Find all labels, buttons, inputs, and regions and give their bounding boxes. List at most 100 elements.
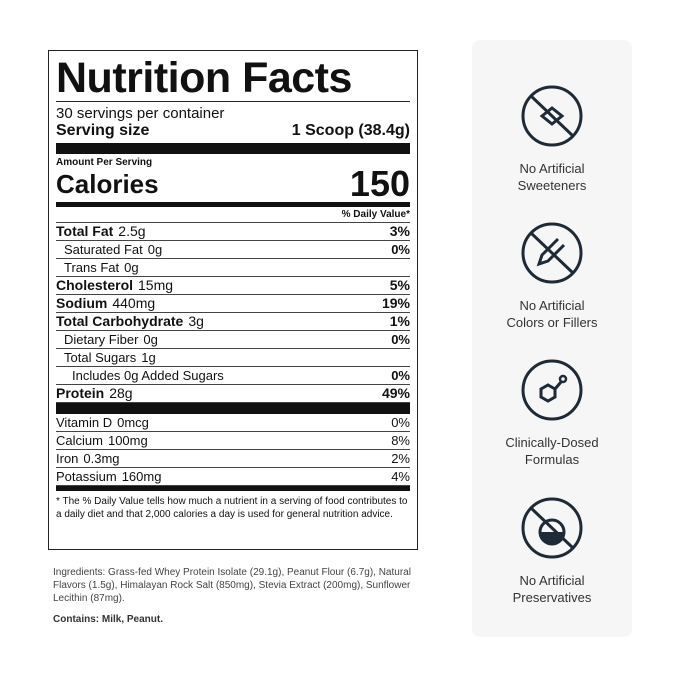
icon-no-colors <box>521 222 583 284</box>
feature: Clinically-Dosed Formulas <box>472 358 632 468</box>
nutrient-amount: 28g <box>109 385 133 401</box>
vitamin-name: Vitamin D <box>56 415 113 430</box>
vitamin-name: Potassium <box>56 469 117 484</box>
vitamin-dv: 8% <box>391 433 410 448</box>
servings-line: 30 servings per container <box>56 105 410 122</box>
nutrient-dv: 0% <box>391 332 410 347</box>
icon-formula <box>521 359 583 421</box>
nutrient: Total Fat 2.5g <box>56 223 146 240</box>
vitamin-amount: 0mcg <box>117 415 149 430</box>
vitamin-row: Calcium 100mg 8% <box>56 432 410 450</box>
nutrient: Saturated Fat 0g <box>56 241 162 258</box>
nutrient-dv: 49% <box>381 385 410 401</box>
nutrient-name: Total Sugars <box>64 350 137 365</box>
calories: 150 <box>349 163 410 204</box>
nutrient-row: Trans Fat 0g <box>56 259 410 277</box>
divider <box>56 202 410 207</box>
nutrient: Sodium 440mg <box>56 295 155 312</box>
vitamin: Vitamin D 0mcg <box>56 414 149 431</box>
nutrient-dv: 0% <box>391 242 410 257</box>
nutrient-name: Trans Fat <box>64 260 120 275</box>
nutrient-row: Protein 28g 49% <box>56 385 410 403</box>
vitamin-name: Calcium <box>56 433 103 448</box>
nutrient: Trans Fat 0g <box>56 259 139 276</box>
nutrient-name: Dietary Fiber <box>64 332 139 347</box>
nutrient-name: Protein <box>56 385 105 401</box>
nutrient-name: Saturated Fat <box>64 242 143 257</box>
nutrient: Protein 28g <box>56 385 133 402</box>
vitamin-dv: 2% <box>391 451 410 466</box>
calories-label: Calories <box>56 169 159 199</box>
nutrient-name: Total Fat <box>56 223 114 239</box>
divider <box>56 143 410 154</box>
nutrient-amount: 0g <box>124 260 139 275</box>
nutrient-row: Total Carbohydrate 3g 1% <box>56 313 410 331</box>
nutrient-row: Includes 0g Added Sugars 0% <box>56 367 410 385</box>
nutrient-row: Total Sugars 1g <box>56 349 410 367</box>
nutrient: Includes 0g Added Sugars <box>56 367 224 384</box>
nutrient-name: Sodium <box>56 295 108 311</box>
label-title: Nutrition Facts <box>56 55 410 102</box>
vitamin-amount: 100mg <box>107 433 148 448</box>
vitamin-amount: 0.3mg <box>83 451 120 466</box>
divider <box>56 403 410 414</box>
feature: No Artificial Sweeteners <box>472 84 632 194</box>
nutrition-label: Nutrition Facts 30 servings per containe… <box>48 50 418 550</box>
vitamin-amount: 160mg <box>121 469 162 484</box>
nutrient-name: Includes 0g Added Sugars <box>72 368 224 383</box>
nutrient-dv: 3% <box>389 223 410 239</box>
ingredients: Ingredients: Grass-fed Whey Protein Isol… <box>53 567 411 604</box>
nutrient-amount: 2.5g <box>118 223 146 239</box>
nutrient-row: Sodium 440mg 19% <box>56 295 410 313</box>
dv-header: % Daily Value* <box>56 207 410 223</box>
nutrient: Cholesterol 15mg <box>56 277 173 294</box>
vitamin-list: Vitamin D 0mcg 0% Calcium 100mg 8% Iron 0.3mg 2%… <box>56 414 410 486</box>
nutrient-dv: 1% <box>389 313 410 329</box>
nutrient: Dietary Fiber 0g <box>56 331 158 348</box>
vitamin-dv: 4% <box>391 469 410 484</box>
nutrient-amount: 0g <box>147 242 163 257</box>
icon-no-preservatives <box>521 497 583 559</box>
feature: No Artificial Preservatives <box>472 496 632 606</box>
allergens: Contains: Milk, Peanut. <box>53 614 164 625</box>
nutrient-amount: 1g <box>141 350 156 365</box>
footnote: * The % Daily Value tells how much a nut… <box>56 496 408 520</box>
feature-label: No Artificial Preservatives <box>512 573 592 605</box>
nutrient-row: Dietary Fiber 0g 0% <box>56 331 410 349</box>
feature-label: No Artificial Colors or Fillers <box>506 298 598 330</box>
serving-size: 1 Scoop (38.4g) <box>291 122 410 139</box>
nutrient-amount: 15mg <box>138 277 174 293</box>
nutrient-dv: 0% <box>391 368 410 383</box>
vitamin: Iron 0.3mg <box>56 450 120 467</box>
nutrient-amount: 3g <box>188 313 204 329</box>
vitamin-name: Iron <box>56 451 79 466</box>
vitamin-row: Vitamin D 0mcg 0% <box>56 414 410 432</box>
nutrient-list: Total Fat 2.5g 3% Saturated Fat 0g 0% Trans Fa… <box>56 223 410 403</box>
serving-size-line: Serving size 1 Scoop (38.4g) <box>56 122 410 140</box>
nutrient-name: Cholesterol <box>56 277 134 293</box>
vitamin: Potassium 160mg <box>56 468 161 485</box>
nutrient-name: Total Carbohydrate <box>56 313 184 329</box>
nutrient-amount: 440mg <box>112 295 156 311</box>
nutrient: Total Carbohydrate 3g <box>56 313 204 330</box>
calories-line: Calories 150 <box>56 163 410 204</box>
nutrient-row: Cholesterol 15mg 5% <box>56 277 410 295</box>
feature-panel: No Artificial Sweeteners No Artificial C… <box>472 40 632 637</box>
divider <box>56 486 410 491</box>
feature: No Artificial Colors or Fillers <box>472 221 632 331</box>
amount-per-serving: Amount Per Serving <box>56 157 153 168</box>
nutrient-dv: 19% <box>381 295 410 311</box>
vitamin: Calcium 100mg <box>56 432 148 449</box>
nutrient-row: Saturated Fat 0g 0% <box>56 241 410 259</box>
nutrient-row: Total Fat 2.5g 3% <box>56 223 410 241</box>
feature-label: Clinically-Dosed Formulas <box>505 435 599 467</box>
vitamin-row: Iron 0.3mg 2% <box>56 450 410 468</box>
servings: 30 servings per container <box>56 105 225 122</box>
serving-size-label: Serving size <box>56 122 150 139</box>
vitamin-dv: 0% <box>391 415 410 430</box>
nutrient-dv: 5% <box>389 277 410 293</box>
nutrient-amount: 0g <box>143 332 158 347</box>
feature-label: No Artificial Sweeteners <box>517 161 587 193</box>
icon-no-sweetener <box>521 85 583 147</box>
